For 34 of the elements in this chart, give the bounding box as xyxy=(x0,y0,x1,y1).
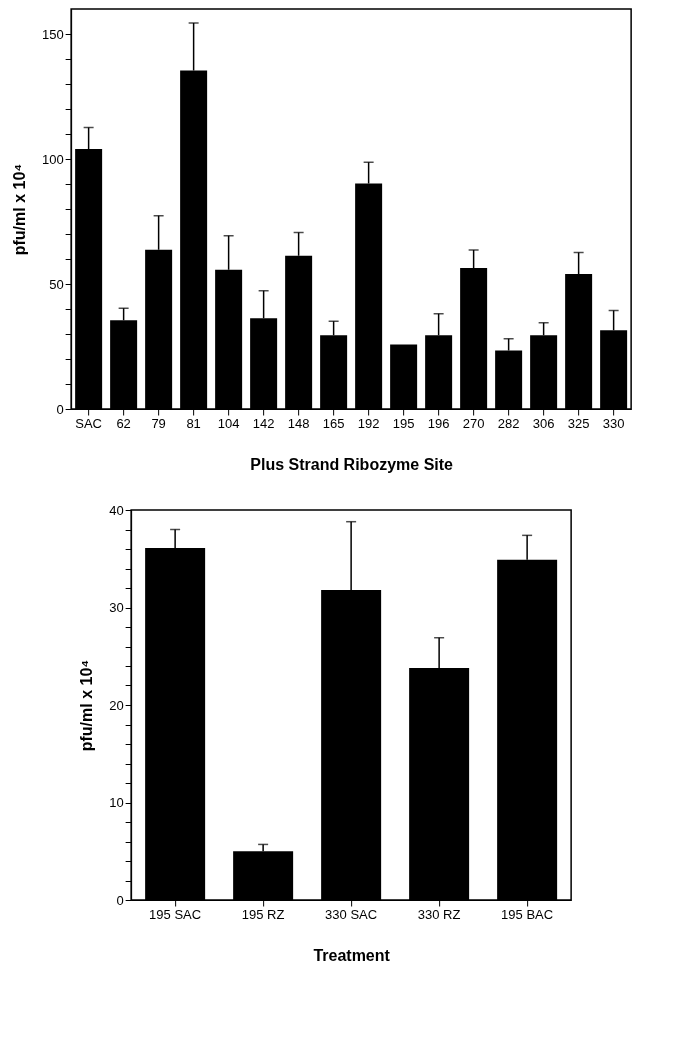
y-tick-label: 150 xyxy=(41,26,64,42)
y-axis-title: pfu/ml x 10⁴ xyxy=(10,163,28,256)
x-tick-label: 330 xyxy=(602,415,625,431)
x-tick-label: 282 xyxy=(497,415,520,431)
x-tick-label: 104 xyxy=(217,415,240,431)
y-axis-title: pfu/ml x 10⁴ xyxy=(78,659,96,752)
y-tick-label: 100 xyxy=(41,151,64,167)
y-tick-label: 30 xyxy=(109,600,124,615)
x-tick-label: 195 SAC xyxy=(149,906,202,922)
x-tick-label: 195 BAC xyxy=(501,906,554,922)
x-tick-label: 142 xyxy=(252,415,275,431)
y-tick-label: 10 xyxy=(109,795,124,810)
y-tick-label: 20 xyxy=(109,697,124,713)
x-tick-label: 192 xyxy=(357,415,380,431)
x-tick-label: 306 xyxy=(532,415,555,431)
y-tick-label: 0 xyxy=(116,892,124,908)
x-tick-label: 148 xyxy=(287,415,310,431)
x-axis-title: Plus Strand Ribozyme Site xyxy=(250,455,454,473)
x-tick-label: 195 RZ xyxy=(241,906,285,922)
x-tick-label: SAC xyxy=(75,415,102,431)
x-tick-label: 79 xyxy=(151,415,166,431)
y-tick-label: 50 xyxy=(49,276,64,292)
x-tick-label: 195 xyxy=(392,415,415,431)
x-tick-label: 81 xyxy=(186,415,201,431)
x-tick-label: 165 xyxy=(322,415,345,431)
x-tick-label: 196 xyxy=(427,415,450,431)
x-tick-label: 330 SAC xyxy=(325,906,378,922)
y-tick-label: 40 xyxy=(109,502,124,518)
x-tick-label: 270 xyxy=(462,415,485,431)
x-axis-title: Treatment xyxy=(313,946,391,964)
x-tick-label: 325 xyxy=(567,415,590,431)
x-tick-label: 330 RZ xyxy=(417,906,461,922)
y-tick-label: 0 xyxy=(56,401,64,417)
x-tick-label: 62 xyxy=(116,415,131,431)
